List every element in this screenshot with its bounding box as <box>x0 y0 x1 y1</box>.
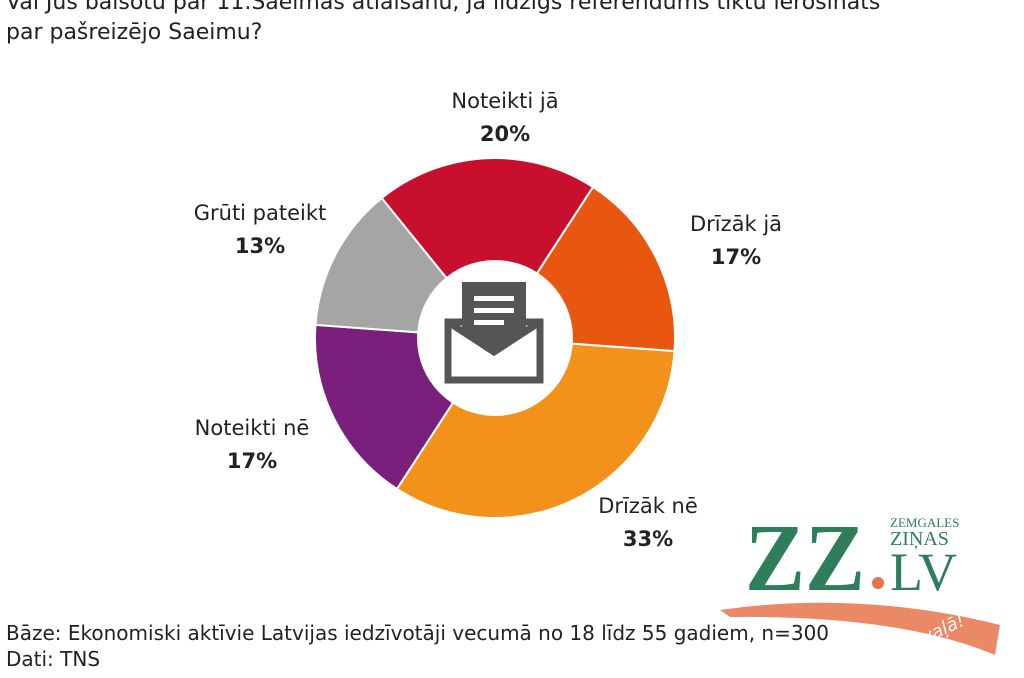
svg-text:ZEMGALES: ZEMGALES <box>890 515 959 530</box>
svg-text:LV: LV <box>890 542 957 602</box>
value-label: 13% <box>234 234 286 258</box>
label-drizak-ne: Drīzāk nē 33% <box>598 490 698 556</box>
svg-text:ZZ: ZZ <box>745 504 865 611</box>
base-note: Bāze: Ekonomiski aktīvie Latvijas iedzīv… <box>6 621 830 645</box>
slice-noteikti-jā <box>380 157 595 340</box>
category-label: Noteikti nē <box>194 416 310 440</box>
category-label: Drīzāk jā <box>689 212 783 236</box>
source-note: Dati: TNS <box>6 647 101 671</box>
label-gruti-pateikt: Grūti pateikt 13% <box>194 197 327 263</box>
chart-title: Vai Jūs balsotu par 11.Saeimas atlaišanu… <box>6 0 881 45</box>
category-label: Drīzāk nē <box>598 494 698 518</box>
envelope-ballot-icon <box>444 282 544 384</box>
label-noteikti-ja: Noteikti jā 20% <box>451 85 558 151</box>
value-label: 33% <box>622 527 674 551</box>
label-noteikti-ne: Noteikti nē 17% <box>195 412 310 478</box>
category-label: Noteikti jā <box>451 89 559 113</box>
chart-footer: Bāze: Ekonomiski aktīvie Latvijas iedzīv… <box>6 620 829 672</box>
svg-text:ZIŅAS: ZIŅAS <box>890 528 949 550</box>
value-label: 20% <box>479 122 531 146</box>
value-label: 17% <box>226 449 278 473</box>
category-label: Grūti pateikt <box>193 201 327 225</box>
zz-lv-logo: acis vaļā! ZZ LV ZEMGALES ZIŅAS <box>720 504 1000 665</box>
label-drizak-ja: Drīzāk jā 17% <box>690 208 782 274</box>
value-label: 17% <box>710 245 762 269</box>
